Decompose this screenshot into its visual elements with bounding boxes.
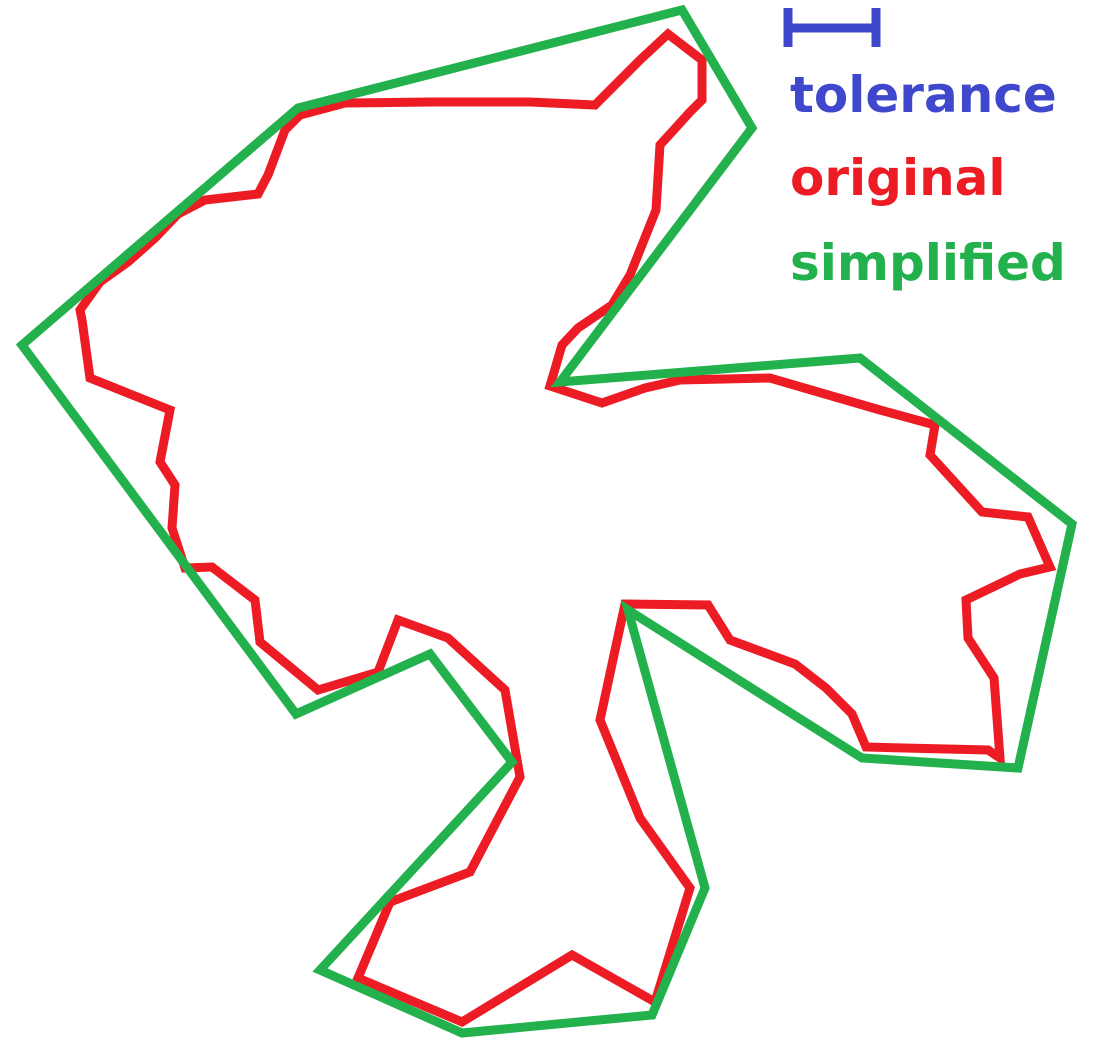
legend-tolerance-label: tolerance <box>790 66 1057 124</box>
tolerance-marker <box>783 8 881 47</box>
simplified-polygon <box>15 4 1078 1038</box>
legend-original-label: original <box>790 149 1006 207</box>
original-polygon <box>75 28 1057 1028</box>
legend-simplified-label: simplified <box>790 234 1066 292</box>
